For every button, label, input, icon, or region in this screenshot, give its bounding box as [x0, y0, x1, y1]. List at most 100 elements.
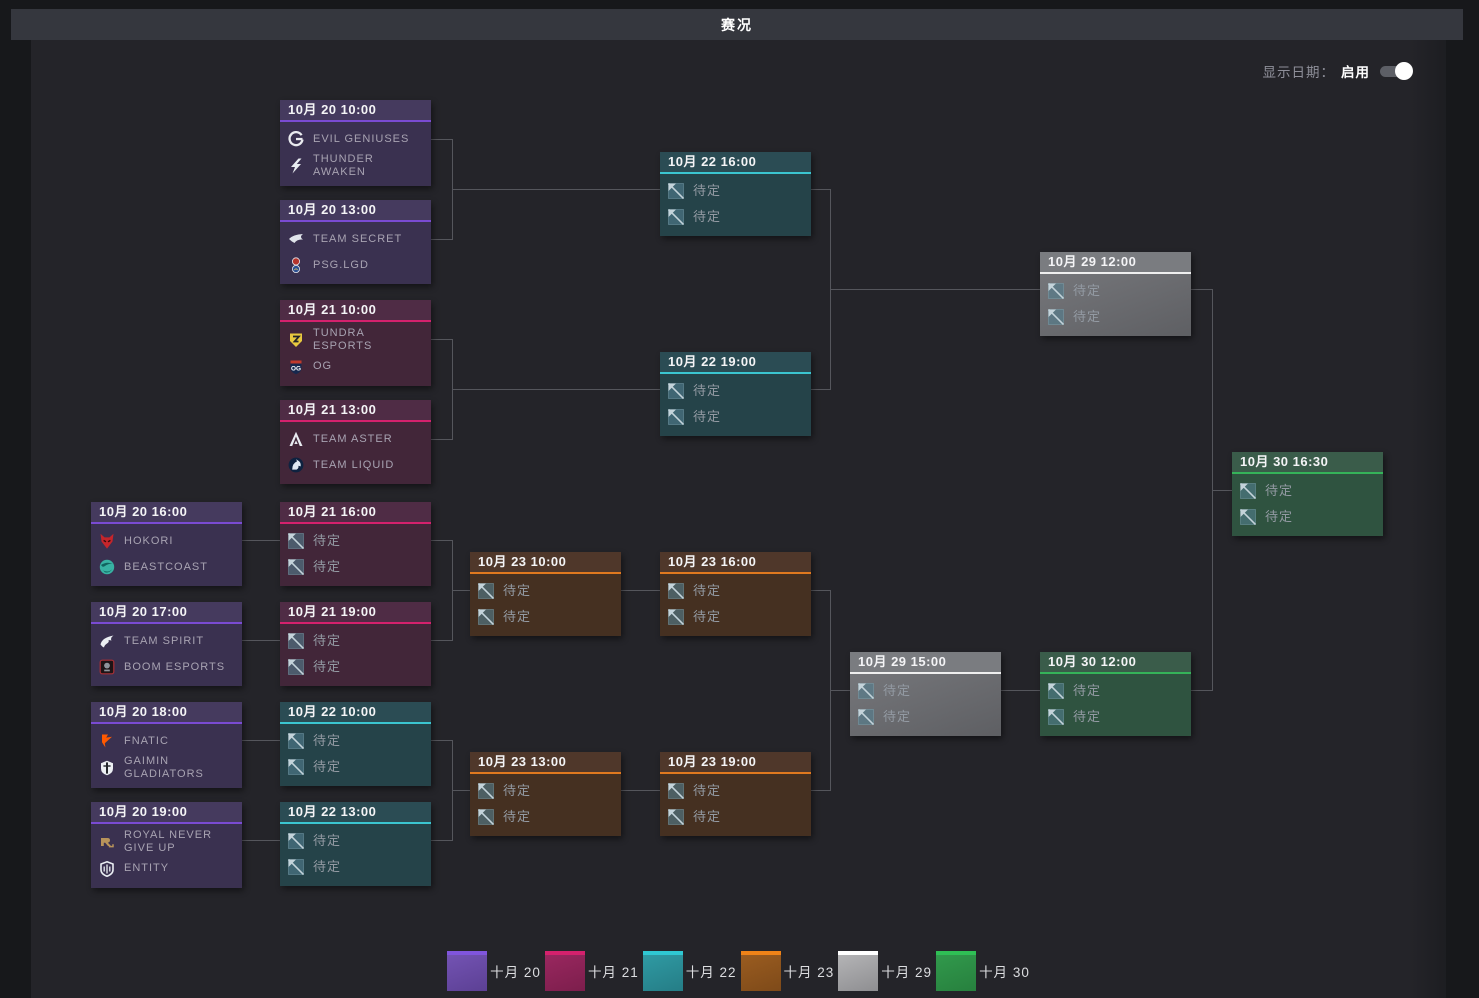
legend-label: 十月 20 [490, 965, 541, 980]
team-name: 待定 [313, 659, 342, 675]
match-box[interactable]: 10月 21 13:00 TEAM ASTER TEAM LIQUID [280, 400, 431, 484]
match-box[interactable]: 10月 29 15:00 待定 待定 [850, 652, 1001, 736]
match-box[interactable]: 10月 30 16:30 待定 待定 [1232, 452, 1383, 536]
tbd-icon [668, 809, 684, 825]
bracket-connector-line [431, 239, 452, 240]
tbd-icon [1048, 283, 1064, 299]
toggle-state-label: 启用 [1341, 65, 1370, 80]
team-name: 待定 [503, 783, 532, 799]
match-box[interactable]: 10月 22 13:00 待定 待定 [280, 802, 431, 886]
match-teams: 待定 待定 [1040, 674, 1191, 736]
team-row: TEAM SECRET [288, 226, 423, 252]
match-box[interactable]: 10月 20 16:00 HOKORI BEASTCOAST [91, 502, 242, 586]
team-row: EVIL GENIUSES [288, 126, 423, 152]
team-name: HOKORI [124, 534, 174, 547]
bracket-connector-line [431, 840, 452, 841]
tbd-team-row: 待定 [1048, 278, 1183, 304]
match-box[interactable]: 10月 29 12:00 待定 待定 [1040, 252, 1191, 336]
match-teams: 待定 待定 [280, 524, 431, 586]
match-teams: 待定 待定 [850, 674, 1001, 736]
match-box[interactable]: 10月 20 13:00 TEAM SECRET PSG.LGD [280, 200, 431, 284]
match-box[interactable]: 10月 23 10:00 待定 待定 [470, 552, 621, 636]
bracket-connector-line [830, 690, 850, 691]
bracket-connector-line [1191, 289, 1212, 290]
tbd-team-row: 待定 [478, 804, 613, 830]
team-aster-icon [288, 431, 304, 447]
match-datetime: 10月 30 16:30 [1232, 452, 1383, 474]
team-name: 待定 [693, 809, 722, 825]
match-teams: HOKORI BEASTCOAST [91, 524, 242, 586]
match-box[interactable]: 10月 20 19:00 ROYAL NEVER GIVE UP ENTITY [91, 802, 242, 888]
team-row: ROYAL NEVER GIVE UP [99, 828, 234, 856]
team-name: 待定 [313, 833, 342, 849]
hokori-icon [99, 533, 115, 549]
match-datetime: 10月 29 12:00 [1040, 252, 1191, 274]
legend-label: 十月 21 [587, 965, 639, 980]
match-datetime: 10月 22 10:00 [280, 702, 431, 724]
team-name: TEAM LIQUID [313, 458, 395, 471]
team-name: ENTITY [124, 862, 170, 875]
bracket-connector-line [242, 840, 280, 841]
match-datetime: 10月 22 19:00 [660, 352, 811, 374]
tbd-icon [288, 533, 304, 549]
tbd-team-row: 待定 [288, 754, 423, 780]
tbd-team-row: 待定 [478, 578, 613, 604]
tbd-icon [668, 183, 684, 199]
thunder-awaken-icon [288, 158, 304, 174]
match-box[interactable]: 10月 21 10:00 TUNDRA ESPORTS OG OG [280, 300, 431, 386]
match-box[interactable]: 10月 23 13:00 待定 待定 [470, 752, 621, 836]
team-name: ROYAL NEVER GIVE UP [124, 829, 213, 854]
team-row: PSG.LGD [288, 252, 423, 278]
team-name: 待定 [313, 533, 342, 549]
team-name: GAIMIN GLADIATORS [124, 755, 204, 780]
match-datetime: 10月 22 13:00 [280, 802, 431, 824]
team-name: BOOM ESPORTS [124, 660, 226, 673]
tbd-icon [288, 633, 304, 649]
team-row: ENTITY [99, 856, 234, 882]
tbd-team-row: 待定 [478, 778, 613, 804]
team-name: BEASTCOAST [124, 560, 208, 573]
team-row: FNATIC [99, 728, 234, 754]
match-box[interactable]: 10月 20 18:00 FNATIC GAIMIN GLADIATORS [91, 702, 242, 788]
match-box[interactable]: 10月 22 10:00 待定 待定 [280, 702, 431, 786]
team-name: 待定 [503, 809, 532, 825]
date-toggle-switch[interactable] [1380, 62, 1413, 80]
tbd-team-row: 待定 [1240, 504, 1375, 530]
match-box[interactable]: 10月 20 10:00 EVIL GENIUSES THUNDER AWAKEN [280, 100, 431, 186]
match-box[interactable]: 10月 30 12:00 待定 待定 [1040, 652, 1191, 736]
team-row: HOKORI [99, 528, 234, 554]
match-box[interactable]: 10月 22 16:00 待定 待定 [660, 152, 811, 236]
match-box[interactable]: 10月 23 19:00 待定 待定 [660, 752, 811, 836]
match-datetime: 10月 29 15:00 [850, 652, 1001, 674]
match-datetime: 10月 23 16:00 [660, 552, 811, 574]
bracket-connector-line [452, 389, 660, 390]
tbd-team-row: 待定 [858, 678, 993, 704]
team-name: 待定 [503, 609, 532, 625]
match-box[interactable]: 10月 21 19:00 待定 待定 [280, 602, 431, 686]
legend-item: 十月 21 [544, 951, 641, 991]
rng-icon [99, 834, 115, 850]
match-datetime: 10月 23 13:00 [470, 752, 621, 774]
match-teams: 待定 待定 [660, 574, 811, 636]
tbd-team-row: 待定 [478, 604, 613, 630]
legend-item: 十月 22 [642, 951, 739, 991]
tbd-icon [1048, 309, 1064, 325]
legend-item: 十月 23 [740, 951, 837, 991]
match-box[interactable]: 10月 21 16:00 待定 待定 [280, 502, 431, 586]
match-box[interactable]: 10月 22 19:00 待定 待定 [660, 352, 811, 436]
match-datetime: 10月 21 13:00 [280, 400, 431, 422]
team-name: 待定 [1073, 283, 1102, 299]
team-row: TEAM LIQUID [288, 452, 423, 478]
tbd-icon [668, 409, 684, 425]
team-name: 待定 [693, 783, 722, 799]
team-name: 待定 [693, 609, 722, 625]
bracket-connector-line [621, 590, 660, 591]
team-name: 待定 [313, 559, 342, 575]
match-box[interactable]: 10月 23 16:00 待定 待定 [660, 552, 811, 636]
team-row: TEAM SPIRIT [99, 628, 234, 654]
match-datetime: 10月 20 13:00 [280, 200, 431, 222]
tbd-team-row: 待定 [668, 404, 803, 430]
match-box[interactable]: 10月 20 17:00 TEAM SPIRIT BOOM ESPORTS [91, 602, 242, 686]
team-name: 待定 [693, 209, 722, 225]
bracket-connector-line [452, 189, 660, 190]
